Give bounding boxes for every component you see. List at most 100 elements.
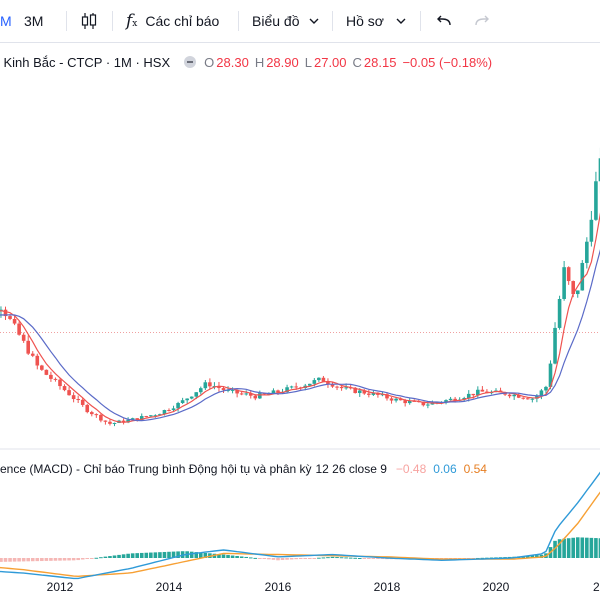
candle-body	[217, 386, 221, 389]
candle-body	[575, 290, 580, 295]
interval-m-button[interactable]: M	[0, 0, 12, 42]
candle-body	[185, 398, 189, 401]
candle-body	[353, 387, 358, 394]
macd-histogram-bar	[557, 539, 562, 558]
candlestick-icon	[80, 11, 98, 31]
candle-body	[594, 181, 598, 220]
candle-body	[544, 386, 548, 391]
macd-legend: ence (MACD) - Chỉ báo Trung bình Động hộ…	[0, 460, 600, 478]
candle-body	[62, 386, 67, 391]
candle-body	[571, 281, 576, 295]
candle-body	[525, 398, 530, 400]
macd-histogram-bar	[0, 558, 3, 562]
macd-histogram-bar	[525, 555, 530, 558]
macd-histogram-bar	[8, 558, 12, 562]
candlestick-type-button[interactable]	[80, 0, 98, 42]
open-label: O	[204, 54, 215, 70]
macd-histogram-bar	[162, 551, 167, 558]
macd-histogram-bar	[71, 558, 76, 561]
candle-body	[162, 410, 167, 415]
macd-histogram-bar	[176, 551, 180, 558]
candle-body	[103, 420, 108, 422]
macd-histogram-bar	[89, 558, 94, 559]
high-label: H	[254, 54, 265, 70]
candle-body	[121, 420, 126, 423]
interval-m-label: M	[0, 13, 12, 29]
macd-histogram-bar	[80, 558, 85, 560]
candle-body	[80, 399, 85, 405]
candle-body	[139, 416, 144, 420]
macd-histogram-bar	[189, 551, 194, 558]
chart-menu-button[interactable]: Biểu đồ	[252, 0, 319, 42]
macd-histogram-bar	[58, 558, 62, 561]
interval-3m-button[interactable]: 3M	[24, 0, 43, 42]
candle-body	[285, 387, 289, 392]
candle-body	[357, 390, 362, 394]
profile-menu-button[interactable]: Hồ sơ	[346, 0, 406, 42]
candle-body	[339, 386, 344, 389]
candle-body	[226, 389, 230, 391]
candle-body	[453, 398, 457, 401]
candle-body	[44, 369, 49, 375]
chevron-down-icon	[309, 18, 319, 24]
toolbar-divider	[66, 11, 67, 31]
macd-histogram-bar	[167, 551, 171, 558]
macd-histogram-bar	[198, 552, 203, 558]
toolbar-divider	[112, 11, 113, 31]
macd-histogram-bar	[239, 556, 244, 558]
macd-histogram-bar	[271, 558, 276, 560]
undo-button[interactable]	[436, 0, 452, 42]
macd-histogram-bar	[562, 538, 566, 558]
macd-params: 12 26 close 9	[315, 462, 387, 476]
candle-body	[330, 384, 335, 387]
signal-line-value: 0.54	[463, 462, 487, 476]
macd-line	[0, 471, 600, 580]
candle-body	[530, 398, 535, 400]
candle-body	[307, 383, 312, 386]
candle-body	[294, 386, 298, 388]
macd-histogram-bar	[244, 556, 249, 558]
macd-histogram-value: −0.48	[395, 462, 427, 476]
candle-body	[230, 389, 235, 391]
macd-histogram-bar	[312, 558, 317, 559]
ma-slow-line	[0, 249, 600, 422]
symbol-title: ị Kinh Bắc - CTCP · 1M · HSX	[0, 54, 171, 70]
candle-body	[167, 410, 171, 412]
macd-histogram-bar	[344, 557, 348, 559]
macd-histogram-bar	[3, 558, 8, 562]
macd-histogram-bar	[144, 552, 149, 558]
candle-body	[76, 399, 80, 401]
candle-body	[112, 422, 117, 424]
candle-body	[258, 393, 262, 399]
undo-icon	[436, 15, 452, 27]
macd-histogram-bar	[217, 554, 221, 558]
profile-menu-label: Hồ sơ	[346, 13, 384, 29]
candle-body	[40, 365, 44, 370]
candle-body	[462, 398, 467, 400]
candle-body	[562, 267, 566, 299]
indicators-button[interactable]: fx Các chỉ báo	[126, 0, 219, 42]
candle-body	[385, 394, 389, 399]
candle-body	[67, 390, 71, 396]
high-value: 28.90	[266, 54, 299, 70]
chevron-down-icon	[396, 18, 406, 24]
candle-body	[471, 393, 476, 396]
candle-body	[49, 374, 53, 379]
collapse-legend-button[interactable]	[184, 56, 197, 68]
macd-histogram-bar	[203, 552, 208, 558]
candle-body	[367, 393, 371, 395]
candle-body	[426, 404, 430, 406]
candle-body	[589, 219, 594, 242]
candle-body	[448, 398, 453, 401]
candle-body	[389, 398, 394, 401]
candle-body	[130, 418, 135, 420]
redo-button[interactable]	[474, 0, 490, 42]
macd-histogram-bar	[85, 558, 90, 559]
candle-body	[507, 394, 512, 397]
macd-histogram-bar	[553, 540, 557, 558]
macd-histogram-bar	[376, 558, 380, 559]
candle-body	[444, 400, 448, 403]
candle-body	[512, 394, 516, 397]
macd-histogram-bar	[117, 554, 121, 558]
